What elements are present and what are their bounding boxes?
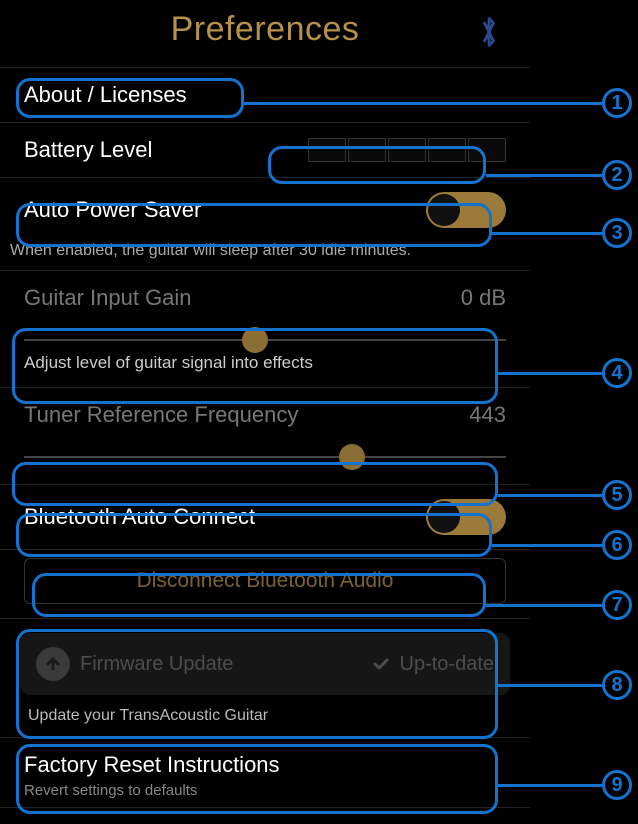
- battery-cell: [388, 138, 426, 162]
- gain-value: 0 dB: [461, 285, 506, 311]
- auto-power-row: Auto Power Saver When enabled, the guita…: [0, 178, 530, 271]
- page-title: Preferences: [0, 10, 530, 49]
- battery-label: Battery Level: [24, 137, 152, 163]
- gain-hint: Adjust level of guitar signal into effec…: [24, 353, 506, 373]
- tuner-value: 443: [469, 402, 506, 428]
- tuner-label: Tuner Reference Frequency: [24, 402, 298, 428]
- callout-6: 6: [602, 530, 632, 560]
- gain-row: Guitar Input Gain 0 dB Adjust level of g…: [0, 271, 530, 388]
- firmware-status: Up-to-date: [400, 653, 495, 676]
- tuner-slider-thumb[interactable]: [339, 444, 365, 470]
- callout-1: 1: [602, 88, 632, 118]
- callout-8: 8: [602, 670, 632, 700]
- arrow-up-icon: [36, 647, 70, 681]
- battery-cell: [468, 138, 506, 162]
- about-label: About / Licenses: [24, 82, 187, 108]
- bt-auto-label: Bluetooth Auto Connect: [24, 504, 255, 530]
- battery-cell: [348, 138, 386, 162]
- battery-meter: [308, 138, 506, 162]
- battery-row: Battery Level: [0, 123, 530, 178]
- check-icon: [372, 655, 390, 673]
- auto-power-toggle[interactable]: [426, 192, 506, 228]
- factory-row[interactable]: Factory Reset Instructions Revert settin…: [0, 738, 530, 808]
- callout-3: 3: [602, 218, 632, 248]
- firmware-panel[interactable]: Firmware Update Up-to-date: [20, 633, 510, 695]
- toggle-knob: [428, 501, 460, 533]
- callout-5: 5: [602, 480, 632, 510]
- factory-label: Factory Reset Instructions: [24, 752, 280, 778]
- gain-slider-thumb[interactable]: [242, 327, 268, 353]
- factory-sub: Revert settings to defaults: [0, 782, 530, 807]
- bt-auto-toggle[interactable]: [426, 499, 506, 535]
- auto-power-label: Auto Power Saver: [24, 197, 201, 223]
- header: Preferences: [0, 0, 530, 68]
- toggle-knob: [428, 194, 460, 226]
- callout-7: 7: [602, 590, 632, 620]
- tuner-row: Tuner Reference Frequency 443: [0, 388, 530, 485]
- callout-9: 9: [602, 770, 632, 800]
- disconnect-button[interactable]: Disconnect Bluetooth Audio: [24, 558, 506, 604]
- bluetooth-icon[interactable]: [476, 14, 502, 50]
- gain-slider[interactable]: [24, 339, 506, 341]
- battery-cell: [308, 138, 346, 162]
- disconnect-row: Disconnect Bluetooth Audio: [0, 550, 530, 619]
- about-row[interactable]: About / Licenses: [0, 68, 530, 123]
- tuner-slider[interactable]: [24, 456, 506, 458]
- callout-2: 2: [602, 160, 632, 190]
- auto-power-hint: When enabled, the guitar will sleep afte…: [0, 242, 530, 270]
- firmware-label: Firmware Update: [80, 653, 233, 676]
- firmware-row: Firmware Update Up-to-date Update your T…: [0, 619, 530, 738]
- bt-auto-row: Bluetooth Auto Connect: [0, 485, 530, 550]
- firmware-sub: Update your TransAcoustic Guitar: [0, 701, 530, 737]
- gain-label: Guitar Input Gain: [24, 285, 192, 311]
- callout-4: 4: [602, 358, 632, 388]
- battery-cell: [428, 138, 466, 162]
